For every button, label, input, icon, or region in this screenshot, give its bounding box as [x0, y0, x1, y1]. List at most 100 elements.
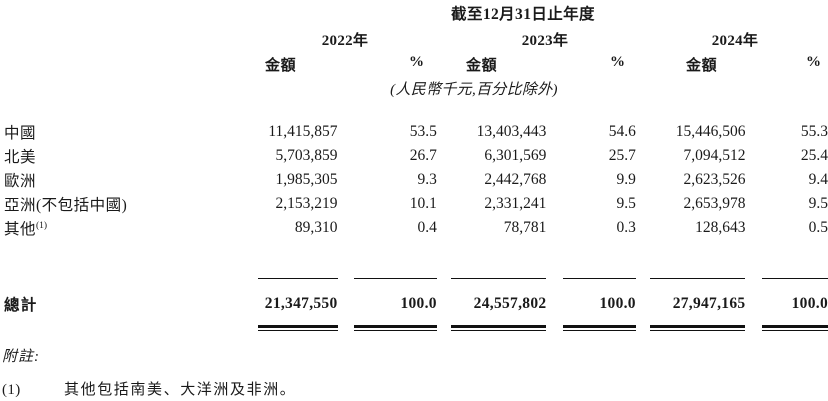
- cell-amount-2023: 2,442,768: [484, 171, 547, 188]
- spacer: [546, 144, 563, 168]
- spacer: [546, 317, 563, 341]
- spacer: [437, 120, 451, 144]
- double-rule-amount-2022: [257, 317, 338, 341]
- spacer: [437, 168, 451, 192]
- column-header-amount-2022: 金額: [265, 58, 297, 74]
- total-percent-2023: 100.0: [599, 294, 636, 312]
- cell-percent-2022: 53.5: [409, 123, 437, 140]
- spacer: [546, 254, 563, 278]
- currency-unit-note: (人民幣千元,百分比除外): [390, 82, 558, 98]
- spacer: [0, 240, 828, 254]
- cell-amount-2024: 15,446,506: [675, 123, 746, 140]
- spacer: [636, 254, 650, 278]
- spacer: [338, 317, 355, 341]
- cell-amount-2022: 89,310: [294, 219, 338, 236]
- cell-amount-2024: 7,094,512: [683, 147, 746, 164]
- cell-amount-2023: 13,403,443: [476, 123, 547, 140]
- double-rule-amount-2023: [450, 317, 547, 341]
- total-percent-2022: 100.0: [400, 294, 437, 312]
- column-header-amount-2023: 金額: [466, 58, 498, 74]
- subtotal-rule-row: [0, 254, 828, 279]
- table-row: 其他(1) 89,310 0.4 78,781 0.3 128,643 0.5: [0, 216, 828, 240]
- spacer: [636, 291, 650, 317]
- spacer: [745, 317, 762, 341]
- cell-amount-2024: 128,643: [695, 219, 746, 236]
- year-header-row: 2022年 2023年 2024年: [0, 29, 828, 51]
- column-header-percent-2023: %: [610, 54, 626, 70]
- column-subheader-row: 金額 % 金額 % 金額 %: [0, 54, 828, 76]
- spacer: [636, 317, 650, 341]
- spacer: [437, 216, 451, 240]
- row-label-others: 其他(1): [0, 216, 258, 240]
- cell-percent-2024: 9.4: [808, 171, 828, 188]
- spacer: [0, 317, 258, 341]
- cell-percent-2024: 9.5: [808, 195, 828, 212]
- spacer: [745, 168, 762, 192]
- cell-amount-2022: 1,985,305: [275, 171, 338, 188]
- rule-amount-2022: [257, 254, 338, 279]
- cell-amount-2023: 2,331,241: [484, 195, 547, 212]
- rule-amount-2024: [649, 254, 746, 279]
- total-amount-2024: 27,947,165: [672, 294, 746, 312]
- footnote-item-1: (1) 其他包括南美、大洋洲及非洲。: [2, 378, 296, 399]
- spacer: [338, 120, 355, 144]
- cell-percent-2022: 10.1: [409, 195, 437, 212]
- footnote-number: (1): [2, 382, 21, 398]
- double-rule-percent-2024: [762, 317, 828, 341]
- cell-percent-2024: 25.4: [800, 147, 828, 164]
- year-header-2022: 2022年: [321, 33, 369, 49]
- spacer: [338, 291, 355, 317]
- rule-amount-2023: [450, 254, 547, 279]
- spacer: [636, 144, 650, 168]
- spacer: [745, 192, 762, 216]
- cell-percent-2023: 9.9: [616, 171, 636, 188]
- spacer: [745, 216, 762, 240]
- spacer: [338, 144, 355, 168]
- spacer: [546, 120, 563, 144]
- cell-percent-2023: 9.5: [616, 195, 636, 212]
- row-label-china: 中國: [4, 125, 37, 142]
- table-row: 亞洲(不包括中國) 2,153,219 10.1 2,331,241 9.5 2…: [0, 192, 828, 216]
- cell-percent-2022: 0.4: [417, 219, 437, 236]
- cell-percent-2023: 54.6: [608, 123, 636, 140]
- spacer-row: [0, 278, 828, 291]
- spacer: [0, 278, 828, 291]
- footnote-marker: (1): [36, 220, 48, 231]
- spacer: [546, 192, 563, 216]
- spacer: [338, 192, 355, 216]
- spacer: [0, 254, 258, 278]
- cell-amount-2022: 11,415,857: [268, 123, 338, 140]
- cell-amount-2024: 2,623,526: [683, 171, 746, 188]
- year-header-2024: 2024年: [711, 33, 759, 49]
- period-title: 截至12月31日止年度: [451, 6, 595, 23]
- spacer-row: [0, 240, 828, 254]
- spacer: [437, 192, 451, 216]
- total-row: 總計 21,347,550 100.0 24,557,802 100.0 27,…: [0, 291, 828, 317]
- spacer: [437, 317, 451, 341]
- spacer: [636, 192, 650, 216]
- revenue-by-region-table: 中國 11,415,857 53.5 13,403,443 54.6 15,44…: [0, 120, 828, 341]
- total-percent-2024: 100.0: [791, 294, 828, 312]
- spacer: [338, 254, 355, 278]
- row-label-europe: 歐洲: [4, 173, 37, 190]
- column-header-percent-2024: %: [806, 54, 822, 70]
- rule-percent-2022: [354, 254, 437, 279]
- footnote-text: 其他包括南美、大洋洲及非洲。: [64, 382, 297, 398]
- table-row: 北美 5,703,859 26.7 6,301,569 25.7 7,094,5…: [0, 144, 828, 168]
- double-rule-amount-2024: [649, 317, 746, 341]
- spacer: [745, 254, 762, 278]
- cell-percent-2024: 55.3: [800, 123, 828, 140]
- spacer: [546, 291, 563, 317]
- cell-amount-2023: 78,781: [503, 219, 547, 236]
- row-label-total: 總計: [4, 296, 38, 314]
- cell-percent-2023: 25.7: [608, 147, 636, 164]
- cell-amount-2022: 2,153,219: [275, 195, 338, 212]
- cell-amount-2022: 5,703,859: [275, 147, 338, 164]
- cell-amount-2024: 2,653,978: [683, 195, 746, 212]
- spacer: [437, 291, 451, 317]
- spacer: [546, 168, 563, 192]
- column-header-percent-2022: %: [409, 54, 425, 70]
- spacer: [437, 144, 451, 168]
- year-header-2023: 2023年: [521, 33, 569, 49]
